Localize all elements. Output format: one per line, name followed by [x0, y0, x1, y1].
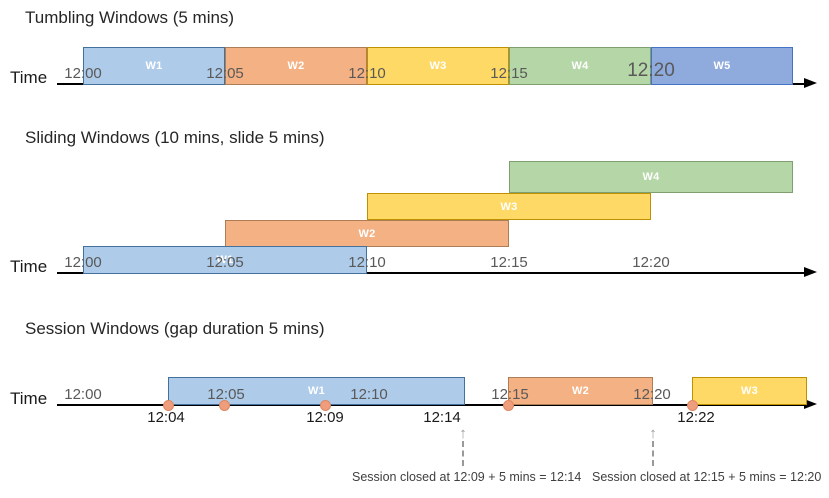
event-dot: [502, 399, 514, 411]
dashed-arrow-head: ↑: [649, 425, 657, 442]
axis-tick-label-tumbling: 12:15: [490, 65, 528, 82]
window-bar-label: W1: [216, 254, 234, 266]
axis-label-time-tumbling: Time: [10, 68, 48, 87]
window-bar-tumbling-w5: W5: [651, 47, 793, 85]
time-axis-sliding: [57, 272, 805, 274]
time-axis-arrowhead-session: [804, 399, 817, 409]
event-time-label: 12:09: [306, 409, 344, 426]
event-dot: [686, 399, 698, 411]
event-time-label: 12:04: [147, 409, 185, 426]
window-bar-sliding-w1: W1: [83, 246, 367, 274]
axis-tick-label-tumbling: 12:00: [64, 65, 102, 82]
window-bar-sliding-w3: W3: [367, 193, 651, 220]
axis-tick-label-tumbling: 12:20: [627, 60, 675, 81]
axis-tick-label-session: 12:05: [207, 386, 245, 403]
event-time-label: 12:22: [677, 409, 715, 426]
session-closed-note: Session closed at 12:15 + 5 mins = 12:20: [592, 470, 822, 484]
axis-tick-label-sliding: 12:15: [490, 254, 528, 271]
event-dot: [162, 399, 174, 411]
time-axis-arrowhead-sliding: [804, 267, 817, 277]
axis-tick-label-sliding: 12:05: [206, 254, 244, 271]
window-bar-label: W3: [429, 60, 447, 72]
window-bar-label: W2: [571, 385, 590, 397]
window-bar-session-w2: W2: [508, 377, 653, 405]
axis-label-time-session: Time: [10, 389, 48, 408]
time-axis-arrowhead-tumbling: [804, 78, 817, 88]
axis-tick-label-tumbling: 12:10: [348, 65, 386, 82]
event-dot: [319, 399, 331, 411]
axis-tick-label-session: 12:15: [491, 386, 529, 403]
event-dot: [218, 399, 230, 411]
axis-tick-label-sliding: 12:00: [64, 254, 102, 271]
section-title-tumbling: Tumbling Windows (5 mins): [25, 8, 235, 27]
axis-tick-label-session: 12:20: [633, 386, 671, 403]
window-bar-tumbling-w4: W4: [509, 47, 651, 85]
window-bar-label: W3: [500, 200, 518, 213]
time-axis-session: [57, 404, 805, 406]
axis-tick-label-sliding: 12:10: [348, 254, 386, 271]
window-bar-label: W3: [740, 385, 759, 397]
window-bar-label: W4: [571, 60, 589, 72]
window-bar-label: W2: [358, 227, 376, 240]
window-bar-session-w1: W1: [168, 377, 465, 405]
window-bar-sliding-w2: W2: [225, 220, 509, 247]
window-bar-tumbling-w1: W1: [83, 47, 225, 85]
section-title-sliding: Sliding Windows (10 mins, slide 5 mins): [25, 128, 325, 147]
window-bar-label: W1: [307, 385, 326, 397]
window-bar-label: W1: [145, 60, 163, 72]
dashed-arrow-line: [462, 441, 464, 466]
window-bar-tumbling-w3: W3: [367, 47, 509, 85]
axis-label-time-sliding: Time: [10, 257, 48, 276]
window-bar-label: W4: [642, 171, 660, 183]
window-bar-label: W5: [713, 60, 731, 72]
window-bar-session-w3: W3: [692, 377, 807, 405]
axis-tick-label-tumbling: 12:05: [206, 65, 244, 82]
window-bar-tumbling-w2: W2: [225, 47, 367, 85]
axis-tick-label-session: 12:10: [350, 386, 388, 403]
window-bar-label: W2: [287, 60, 305, 72]
dashed-arrow-line: [652, 441, 654, 466]
window-bar-sliding-w4: W4: [509, 161, 793, 193]
axis-tick-label-sliding: 12:20: [632, 254, 670, 271]
dashed-arrow-head: ↑: [459, 425, 467, 442]
axis-tick-label-session: 12:00: [64, 386, 102, 403]
session-closed-note: Session closed at 12:09 + 5 mins = 12:14: [352, 470, 582, 484]
event-time-label: 12:14: [423, 409, 461, 426]
section-title-session: Session Windows (gap duration 5 mins): [25, 319, 325, 338]
